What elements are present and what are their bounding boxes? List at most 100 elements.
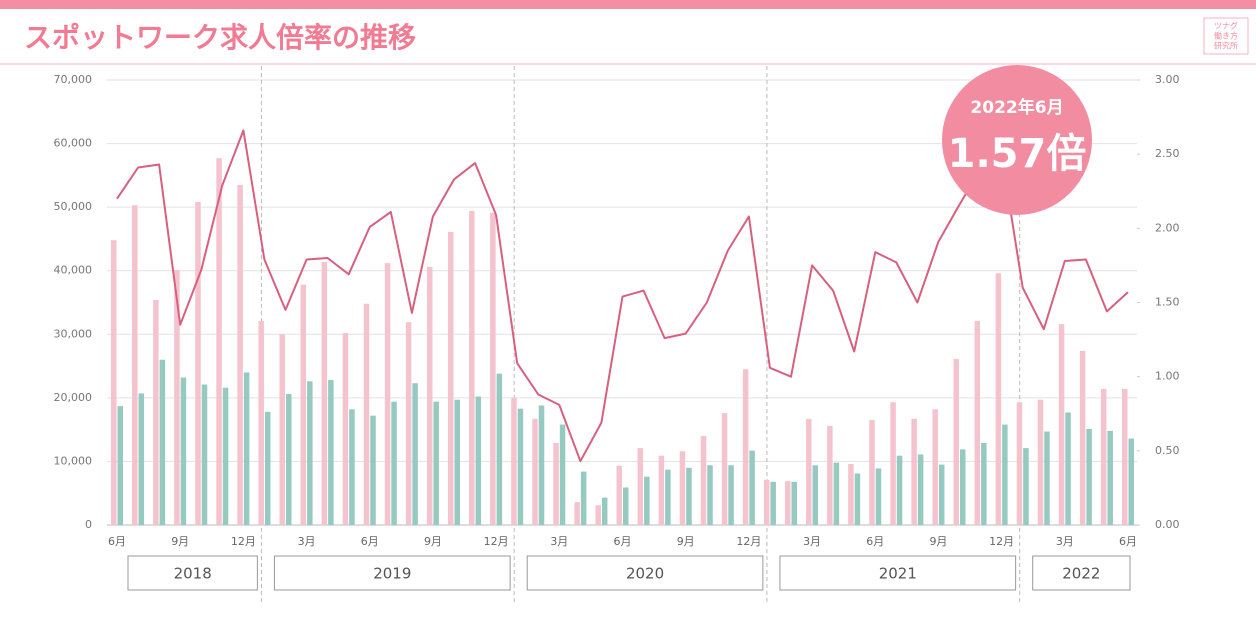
logo-text: ツナグ xyxy=(1214,21,1238,31)
y2-tick-label: 1.50 xyxy=(1155,296,1180,309)
x-tick-label: 3月 xyxy=(803,535,821,548)
bar xyxy=(995,273,1002,525)
year-box xyxy=(1032,555,1131,591)
bar xyxy=(153,299,159,525)
bar xyxy=(279,334,285,525)
bar xyxy=(195,202,201,526)
x-tick-label: 3月 xyxy=(1056,535,1074,548)
x-tick-label: 9月 xyxy=(171,535,189,548)
year-label: 2022 xyxy=(1062,565,1100,583)
bar xyxy=(237,184,243,525)
bar xyxy=(111,240,117,525)
bar xyxy=(763,479,770,525)
y2-tick-label: 0.50 xyxy=(1155,444,1180,457)
y-tick-label: 40,000 xyxy=(54,264,93,277)
bar xyxy=(433,401,439,525)
bar xyxy=(174,270,180,525)
bar xyxy=(1107,430,1113,525)
bar xyxy=(953,359,959,525)
bar xyxy=(426,266,433,525)
year-box xyxy=(127,555,258,591)
bar xyxy=(686,467,692,525)
bar xyxy=(1016,402,1023,525)
bar xyxy=(728,465,734,525)
bar xyxy=(475,396,482,525)
x-tick-label: 9月 xyxy=(929,535,947,548)
y-tick-label: 60,000 xyxy=(54,137,93,150)
bar xyxy=(833,462,840,525)
bar xyxy=(1002,424,1008,525)
x-tick-label: 9月 xyxy=(677,535,695,548)
bar xyxy=(391,401,397,525)
bar xyxy=(827,425,833,525)
bar xyxy=(770,481,776,525)
bar xyxy=(848,463,854,525)
bar xyxy=(342,333,349,525)
bar xyxy=(932,409,938,525)
bar xyxy=(328,380,334,525)
x-tick-label: 6月 xyxy=(108,535,126,548)
bar xyxy=(742,369,749,525)
bar xyxy=(890,402,896,525)
bar xyxy=(974,320,981,525)
x-tick-label: 3月 xyxy=(298,535,316,548)
y2-tick-label: 2.50 xyxy=(1155,147,1180,160)
bar xyxy=(616,465,622,525)
bar xyxy=(363,303,370,525)
bar xyxy=(180,377,187,525)
bar xyxy=(812,465,819,525)
y-tick-label: 10,000 xyxy=(54,454,93,467)
bar xyxy=(623,487,629,525)
bar xyxy=(806,418,812,525)
x-tick-label: 9月 xyxy=(424,535,442,548)
bar xyxy=(1128,438,1134,525)
x-tick-label: 12月 xyxy=(989,535,1014,548)
line xyxy=(116,129,1129,463)
y-tick-label: 0 xyxy=(85,518,92,531)
year-box xyxy=(273,555,511,591)
bar xyxy=(785,481,791,525)
bar xyxy=(1079,350,1086,525)
x-tick-label: 12月 xyxy=(736,535,761,548)
bar xyxy=(960,449,966,525)
bar xyxy=(644,476,650,525)
bar xyxy=(707,465,713,525)
bar xyxy=(370,415,376,525)
bar xyxy=(349,409,355,525)
bar xyxy=(384,263,391,525)
x-tick-label: 12月 xyxy=(484,535,509,548)
bar xyxy=(159,359,166,525)
x-tick-label: 3月 xyxy=(550,535,568,548)
y-tick-label: 30,000 xyxy=(54,327,93,340)
bar xyxy=(448,231,454,525)
y-tick-label: 50,000 xyxy=(54,200,93,213)
bar xyxy=(132,205,138,525)
y-tick-label: 20,000 xyxy=(54,391,93,404)
bar xyxy=(264,411,271,525)
bar xyxy=(981,442,987,525)
page-title: スポットワーク求人倍率の推移 xyxy=(24,21,416,54)
bar xyxy=(917,454,924,525)
bar xyxy=(138,393,145,525)
bar xyxy=(511,397,517,525)
bar xyxy=(286,394,292,525)
x-tick-label: 6月 xyxy=(614,535,632,548)
bar xyxy=(658,455,665,525)
bar xyxy=(243,372,250,525)
bar xyxy=(854,473,861,525)
bar xyxy=(1100,388,1107,525)
bar xyxy=(721,413,728,525)
year-label: 2018 xyxy=(174,565,212,583)
bar xyxy=(490,212,496,525)
bar xyxy=(201,384,208,525)
y-tick-label: 70,000 xyxy=(54,73,93,86)
bar xyxy=(896,455,903,525)
callout-bubble xyxy=(942,65,1092,215)
bar xyxy=(553,442,559,525)
bar xyxy=(117,406,123,525)
logo-box xyxy=(1203,17,1249,55)
bar xyxy=(405,322,412,525)
top-band xyxy=(0,0,1256,9)
